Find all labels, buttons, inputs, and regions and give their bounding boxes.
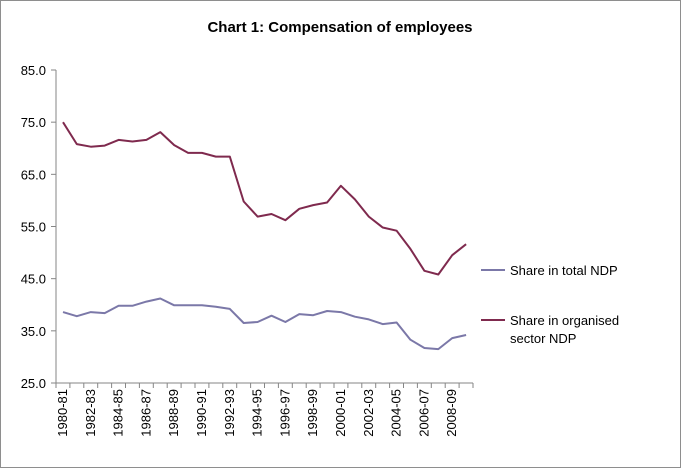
chart-title: Chart 1: Compensation of employees — [207, 19, 472, 36]
y-tick-label: 65.0 — [21, 167, 46, 182]
x-tick-label: 1980-81 — [55, 389, 70, 437]
series-line-total-ndp — [62, 297, 467, 351]
x-tick-label: 1984-85 — [111, 389, 126, 437]
y-tick-label: 75.0 — [21, 115, 46, 130]
x-tick-label: 1990-91 — [194, 389, 209, 437]
x-tick-label: 2006-07 — [416, 389, 431, 437]
x-tick-label: 1982-83 — [83, 389, 98, 437]
y-axis-ticks: 25.0 35.0 45.0 55.0 65.0 75.0 85.0 — [21, 63, 56, 391]
legend: Share in total NDP Share in organised se… — [481, 263, 619, 346]
y-tick-label: 35.0 — [21, 324, 46, 339]
series-lines — [62, 121, 467, 351]
legend-label-organised-ndp-line1: Share in organised — [510, 313, 619, 328]
legend-label-organised-ndp-line2: sector NDP — [510, 331, 576, 346]
legend-label-total-ndp: Share in total NDP — [510, 263, 618, 278]
x-tick-label: 1996-97 — [277, 389, 292, 437]
x-tick-label: 1994-95 — [250, 389, 265, 437]
y-tick-label: 45.0 — [21, 272, 46, 287]
x-tick-label: 2000-01 — [333, 389, 348, 437]
y-tick-label: 55.0 — [21, 220, 46, 235]
x-tick-label: 2002-03 — [361, 389, 376, 437]
x-tick-label: 1998-99 — [305, 389, 320, 437]
x-tick-label: 1992-93 — [222, 389, 237, 437]
y-tick-label: 25.0 — [21, 376, 46, 391]
y-tick-label: 85.0 — [21, 63, 46, 78]
x-tick-label: 2008-09 — [444, 389, 459, 437]
x-tick-label: 1988-89 — [166, 389, 181, 437]
x-tick-label: 2004-05 — [389, 389, 404, 437]
series-line-organised-ndp — [62, 121, 467, 276]
x-tick-label: 1986-87 — [138, 389, 153, 437]
x-axis-ticks: 1980-81 1982-83 1984-85 1986-87 1988-89 1990-… — [55, 383, 474, 437]
